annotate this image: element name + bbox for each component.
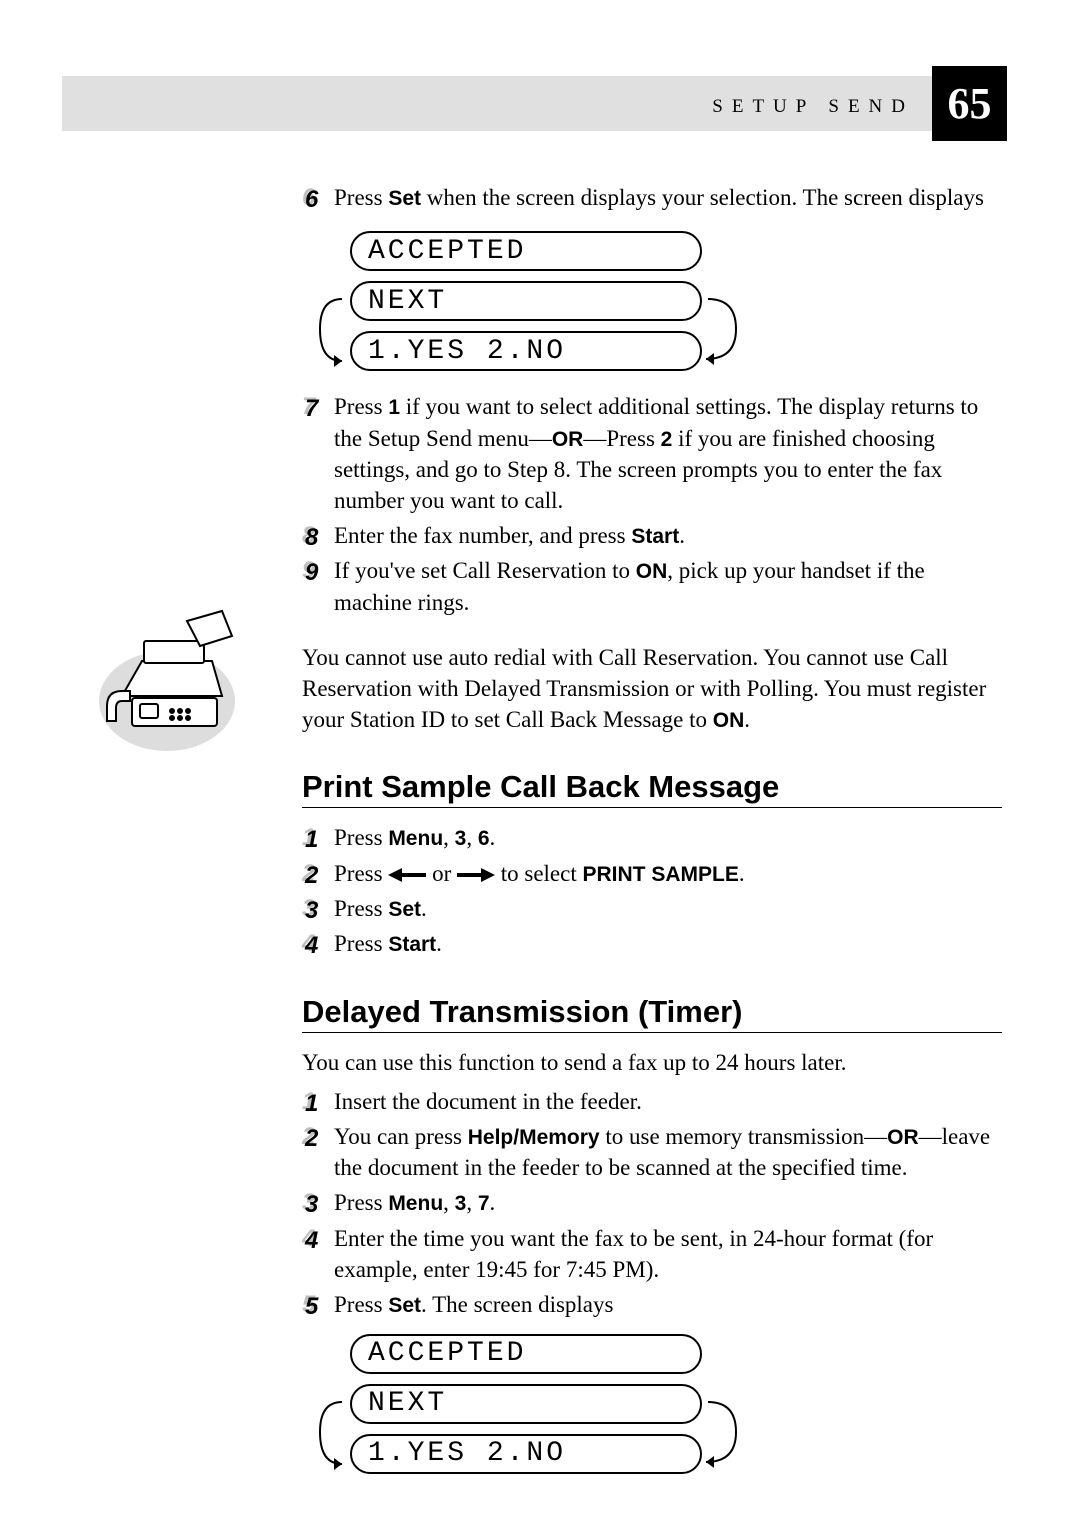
- step-number-icon: 11: [302, 822, 334, 853]
- step-number-icon: 22: [302, 1121, 334, 1183]
- loop-arrow-icon: [702, 1392, 744, 1474]
- step-number-icon: 55: [302, 1289, 334, 1320]
- lcd-line-2: NEXT: [350, 281, 702, 321]
- step-number-icon: 33: [302, 1187, 334, 1218]
- s2-step-3-text: Press Set.: [334, 893, 427, 924]
- right-arrow-icon: [457, 868, 495, 882]
- lcd-line-1: ACCEPTED: [350, 1334, 702, 1374]
- section-rule: [302, 807, 1002, 808]
- s3-step-5: 55 Press Set. The screen displays: [302, 1289, 1002, 1320]
- page-number: 65: [948, 78, 992, 129]
- loop-arrow-icon: [312, 289, 350, 371]
- lcd-line-3: 1.YES 2.NO: [350, 331, 702, 371]
- step-number-icon: 99: [302, 555, 334, 617]
- s3-step-4-text: Enter the time you want the fax to be se…: [334, 1223, 1002, 1285]
- s3-step-2: 22 You can press Help/Memory to use memo…: [302, 1121, 1002, 1183]
- s2-step-1: 11 Press Menu, 3, 6.: [302, 822, 1002, 853]
- step-number-icon: 77: [302, 391, 334, 516]
- lcd-display-1: ACCEPTED NEXT 1.YES 2.NO: [350, 231, 1002, 371]
- lcd-line-3: 1.YES 2.NO: [350, 1434, 702, 1474]
- s2-step-4-text: Press Start.: [334, 928, 442, 959]
- section-title-print-sample: Print Sample Call Back Message: [302, 769, 1002, 805]
- loop-arrow-icon: [312, 1392, 350, 1474]
- s3-step-3: 33 Press Menu, 3, 7.: [302, 1187, 1002, 1218]
- step-6-text: Press Set when the screen displays your …: [334, 182, 984, 213]
- step-number-icon: 88: [302, 520, 334, 551]
- s3-step-4: 44 Enter the time you want the fax to be…: [302, 1223, 1002, 1285]
- left-arrow-icon: [388, 868, 426, 882]
- step-7: 77 Press 1 if you want to select additio…: [302, 391, 1002, 516]
- s3-step-2-text: You can press Help/Memory to use memory …: [334, 1121, 1002, 1183]
- page-content: 66 Press Set when the screen displays yo…: [302, 182, 1002, 1494]
- s2-step-1-text: Press Menu, 3, 6.: [334, 822, 495, 853]
- s2-step-4: 44 Press Start.: [302, 928, 1002, 959]
- lcd-display-2: ACCEPTED NEXT 1.YES 2.NO: [350, 1334, 1002, 1474]
- loop-arrow-icon: [702, 289, 744, 371]
- s3-step-5-text: Press Set. The screen displays: [334, 1289, 613, 1320]
- step-9-text: If you've set Call Reservation to ON, pi…: [334, 555, 1002, 617]
- s2-step-3: 33 Press Set.: [302, 893, 1002, 924]
- step-7-text: Press 1 if you want to select additional…: [334, 391, 1002, 516]
- lcd-line-1: ACCEPTED: [350, 231, 702, 271]
- step-8: 88 Enter the fax number, and press Start…: [302, 520, 1002, 551]
- fax-machine-icon: [92, 606, 242, 756]
- step-number-icon: 66: [302, 182, 334, 213]
- step-number-icon: 22: [302, 858, 334, 889]
- page-number-box: 65: [932, 66, 1007, 141]
- s3-intro: You can use this function to send a fax …: [302, 1047, 1002, 1078]
- s3-step-3-text: Press Menu, 3, 7.: [334, 1187, 495, 1218]
- step-number-icon: 11: [302, 1086, 334, 1117]
- s2-step-2: 22 Press or to select PRINT SAMPLE.: [302, 858, 1002, 889]
- step-number-icon: 33: [302, 893, 334, 924]
- header-section-title: SETUP SEND: [712, 96, 914, 118]
- lcd-line-2: NEXT: [350, 1384, 702, 1424]
- s2-step-2-text: Press or to select PRINT SAMPLE.: [334, 858, 745, 889]
- step-number-icon: 44: [302, 1223, 334, 1285]
- step-9: 99 If you've set Call Reservation to ON,…: [302, 555, 1002, 617]
- step-number-icon: 44: [302, 928, 334, 959]
- section-rule: [302, 1032, 1002, 1033]
- s3-step-1: 11 Insert the document in the feeder.: [302, 1086, 1002, 1117]
- step-8-text: Enter the fax number, and press Start.: [334, 520, 685, 551]
- note-paragraph: You cannot use auto redial with Call Res…: [302, 642, 1002, 735]
- step-6: 66 Press Set when the screen displays yo…: [302, 182, 1002, 213]
- s3-step-1-text: Insert the document in the feeder.: [334, 1086, 642, 1117]
- section-title-delayed-transmission: Delayed Transmission (Timer): [302, 994, 1002, 1030]
- header-band: SETUP SEND: [62, 76, 932, 131]
